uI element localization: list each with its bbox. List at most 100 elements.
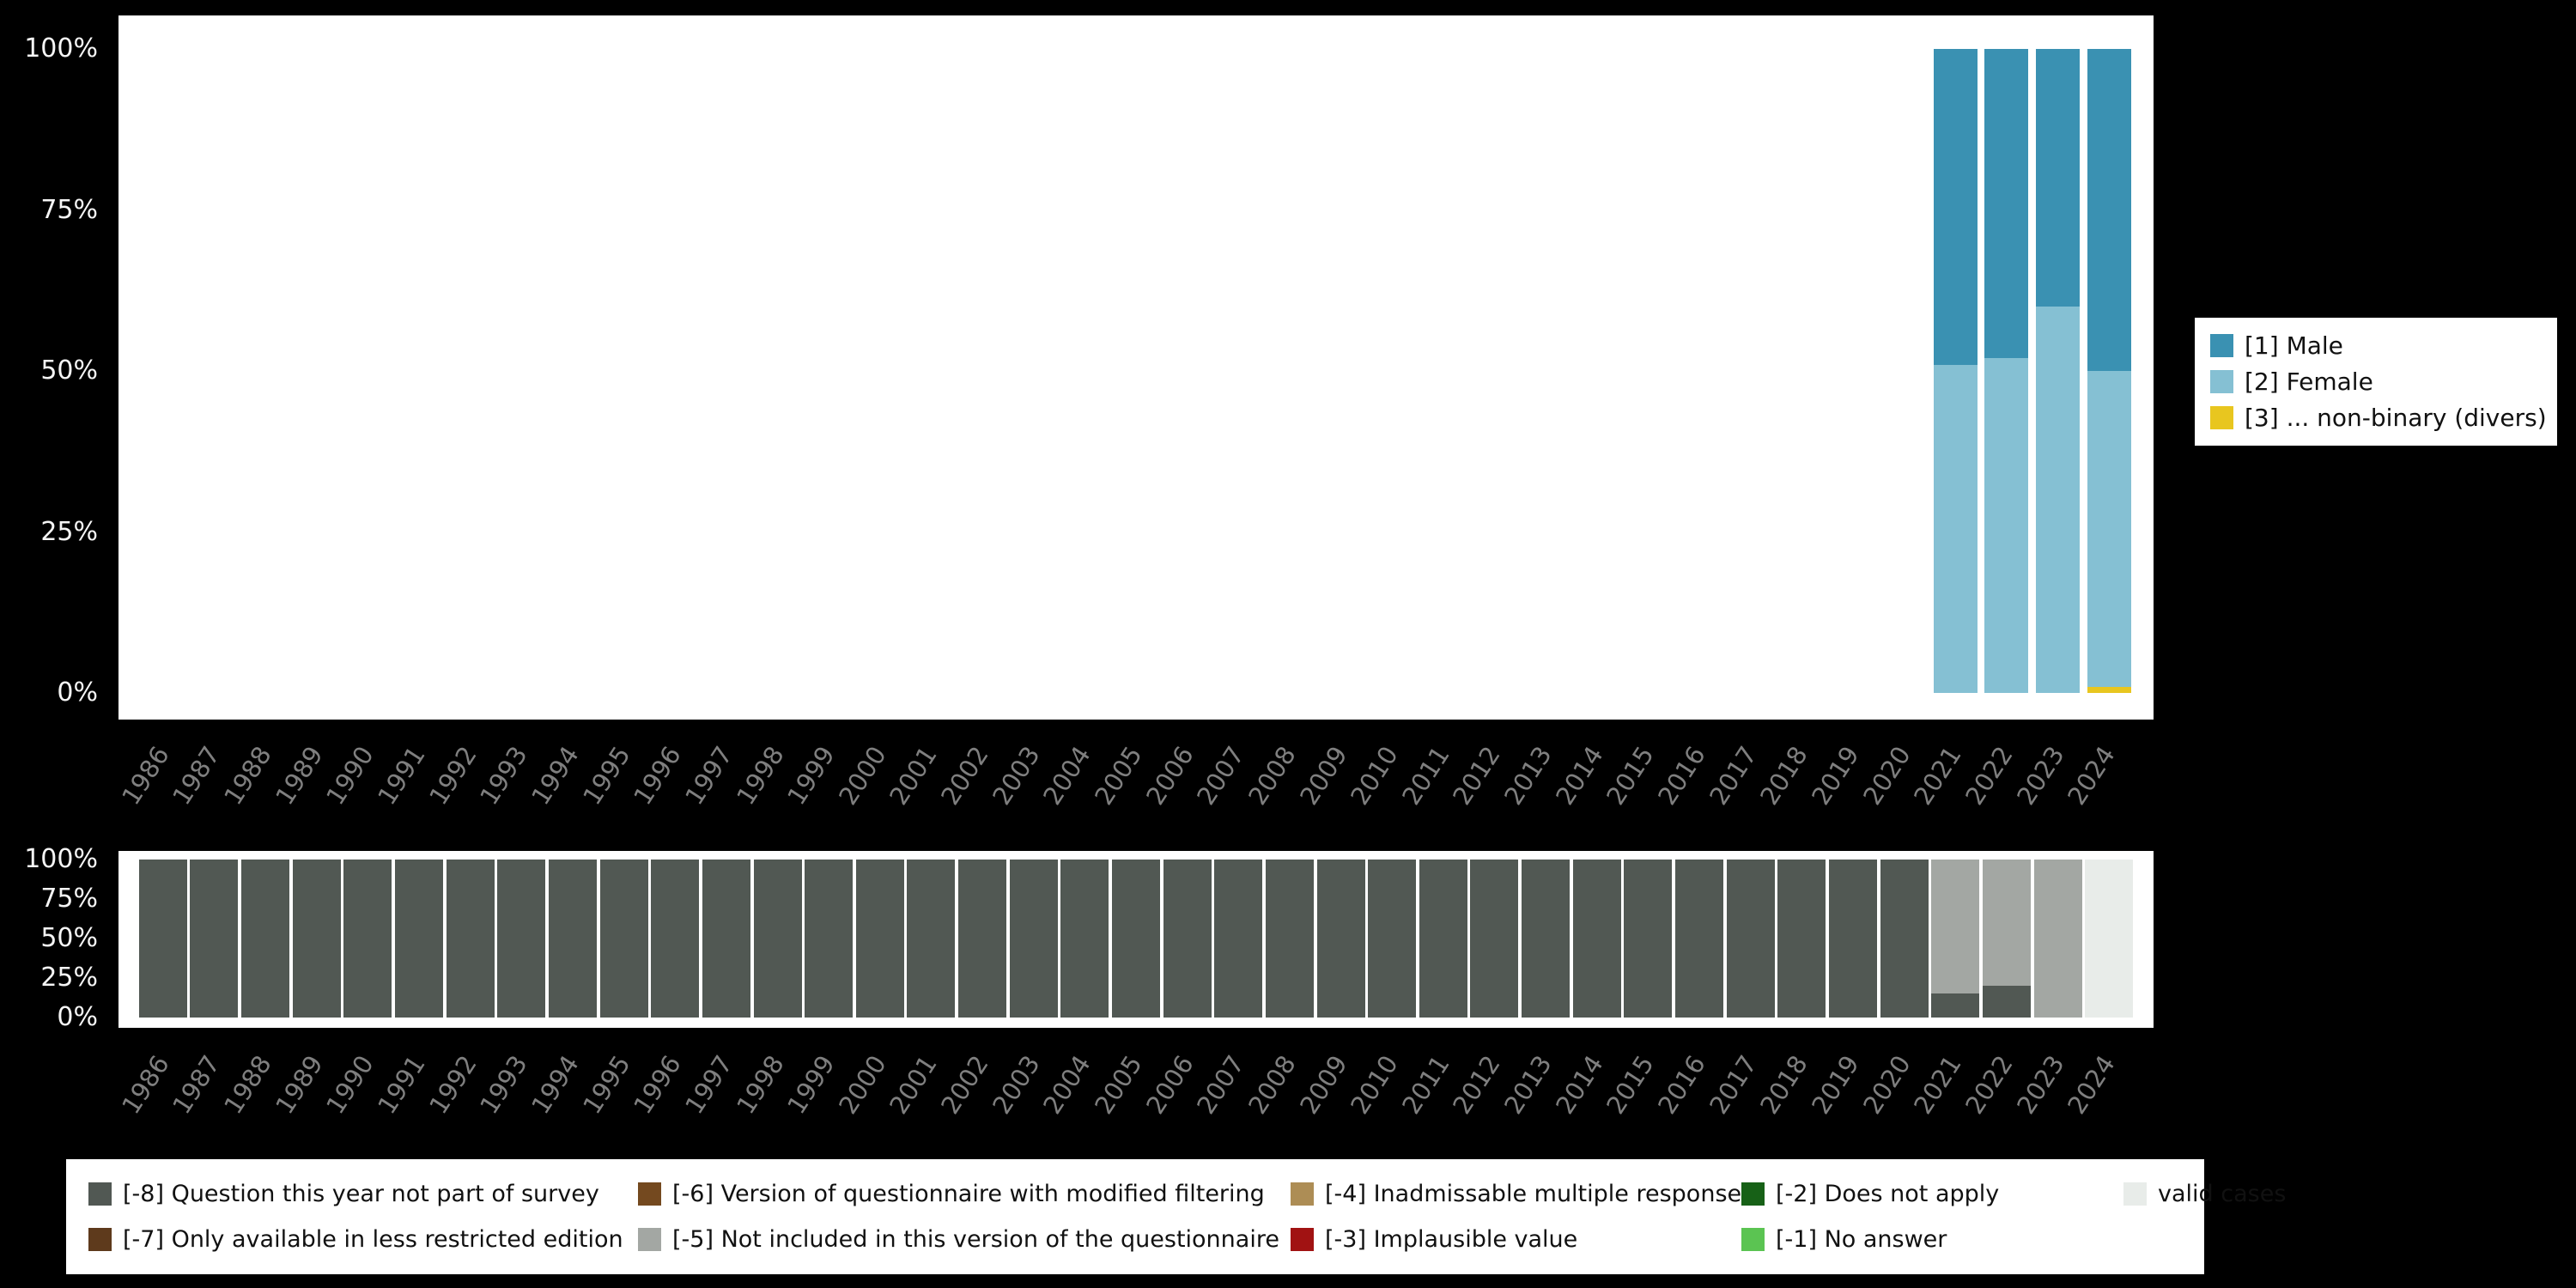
bar-segment [1112,860,1160,1018]
legend-swatch [638,1228,661,1251]
x-tick-label: 1986 [118,1052,173,1119]
legend-label: valid cases [2158,1181,2286,1207]
y-tick-label: 100% [24,847,98,872]
stacked-bar-2014 [1573,860,1621,1018]
bar-segment [139,860,187,1018]
legend-label: [-6] Version of questionnaire with modif… [672,1181,1265,1207]
bar-slot-2015 [1623,860,1674,1018]
stacked-bar-1998 [754,860,802,1018]
bar-slot-1989 [291,49,343,693]
bar-slot-1987 [189,860,240,1018]
bar-slot-2020 [1879,49,1930,693]
stacked-bar-2011 [1419,860,1467,1018]
stacked-bar-2019 [1829,860,1877,1018]
stacked-bar-2003 [1010,860,1058,1018]
stacked-bar-1993 [497,860,545,1018]
bar-segment [190,860,238,1018]
stacked-bar-2007 [1214,860,1262,1018]
missing-values-legend: [-8] Question this year not part of surv… [66,1159,2204,1274]
bar-segment [1010,860,1058,1018]
bar-segment [1931,860,1979,993]
bar-slot-1999 [803,49,854,693]
bar-segment [1983,860,2031,986]
bar-slot-1986 [137,860,189,1018]
legend-label: [-1] No answer [1776,1226,1947,1253]
legend-swatch [2210,334,2233,357]
bar-slot-1989 [291,860,343,1018]
bar-slot-2000 [854,49,906,693]
stacked-bar-2006 [1163,860,1212,1018]
y-tick-label: 0% [57,680,98,706]
bar-slot-2014 [1571,860,1623,1018]
bar-slot-1987 [189,49,240,693]
bar-segment [1419,860,1467,1018]
bar-slot-2023 [2032,860,2084,1018]
bar-segment [1934,365,1978,694]
stacked-bar-2012 [1470,860,1518,1018]
y-tick-label: 75% [40,886,98,912]
bar-segment [395,860,443,1018]
stacked-bar-2018 [1777,860,1826,1018]
bar-segment [1931,993,1979,1018]
y-tick-label: 50% [40,358,98,384]
bar-slot-2011 [1418,49,1469,693]
stacked-bar-1992 [447,860,495,1018]
stacked-bar-1987 [190,860,238,1018]
legend-label: [-8] Question this year not part of surv… [123,1181,599,1207]
bar-slot-1998 [752,860,804,1018]
legend-swatch [1291,1182,1314,1206]
bar-segment [1880,860,1929,1018]
stacked-bar-2005 [1112,860,1160,1018]
bar-segment [1060,860,1109,1018]
bar-slot-2017 [1725,49,1777,693]
bar-segment [2087,49,2131,371]
y-tick-label: 25% [40,519,98,545]
stacked-bar-1995 [600,860,648,1018]
bar-segment [651,860,699,1018]
page: { "background": "#000000", "panel_color"… [0,0,2576,1288]
bar-segment [702,860,750,1018]
bar-slot-2018 [1777,860,1828,1018]
stacked-bar-1996 [651,860,699,1018]
bar-segment [1675,860,1723,1018]
bar-slot-2010 [1366,49,1418,693]
bar-slot-1993 [495,49,547,693]
bar-slot-1992 [445,860,496,1018]
stacked-bar-2022 [1984,49,2028,693]
legend-swatch [88,1182,112,1206]
stacked-bar-2008 [1266,860,1314,1018]
stacked-bar-2004 [1060,860,1109,1018]
bar-slot-2005 [1110,860,1162,1018]
bar-slot-2007 [1212,49,1264,693]
bar-slot-1995 [598,49,650,693]
stacked-bar-1989 [293,860,341,1018]
bar-slot-2003 [1008,49,1060,693]
bar-segment [1624,860,1672,1018]
bar-slot-1998 [752,49,804,693]
legend-label: [-5] Not included in this version of the… [672,1226,1279,1253]
bar-segment [1983,986,2031,1018]
bar-slot-2006 [1162,860,1213,1018]
bar-segment [958,860,1006,1018]
bar-slot-1997 [701,860,752,1018]
legend-item: valid cases [2123,1181,2286,1207]
legend-item: [-4] Inadmissable multiple response [1291,1181,1741,1207]
stacked-bar-1999 [805,860,853,1018]
bar-slot-1986 [137,49,189,693]
missing-chart-x-axis: 1986198719881989199019911992199319941995… [137,1036,2135,1132]
bar-segment [1266,860,1314,1018]
bar-slot-1992 [445,49,496,693]
legend-label: [2] Female [2245,368,2373,396]
bar-segment [2087,687,2131,694]
bar-segment [1573,860,1621,1018]
stacked-bar-2010 [1368,860,1416,1018]
legend-label: [-2] Does not apply [1776,1181,1999,1207]
bar-slot-1994 [547,49,598,693]
bar-slot-1991 [393,49,445,693]
legend-swatch [2123,1182,2147,1206]
stacked-bar-2024 [2085,860,2133,1018]
stacked-bar-2002 [958,860,1006,1018]
bar-slot-1996 [649,49,701,693]
bar-slot-2003 [1008,860,1060,1018]
bar-segment [1777,860,1826,1018]
